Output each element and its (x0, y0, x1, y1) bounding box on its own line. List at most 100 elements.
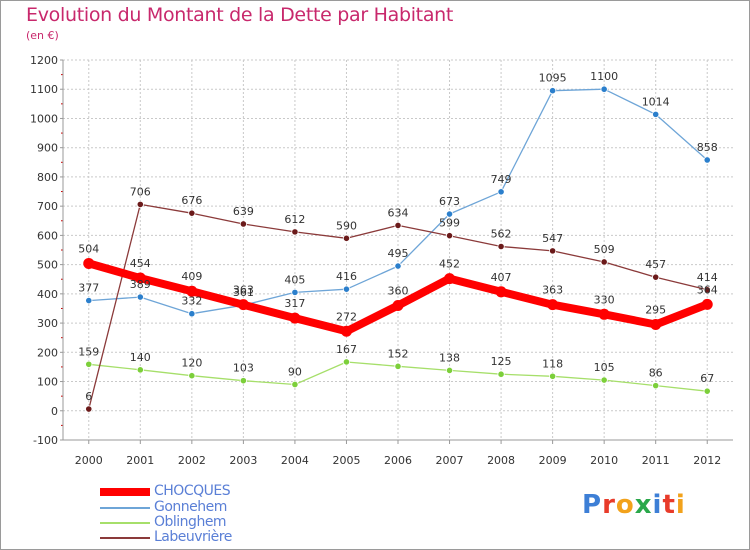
data-point (497, 370, 505, 378)
data-point (445, 232, 454, 240)
y-tick-label: 1100 (30, 83, 58, 96)
data-label: 125 (491, 355, 512, 368)
y-tick-label: 600 (37, 229, 58, 242)
data-point (136, 293, 144, 301)
axes: -100 0 100 200 300 400 500 600 700 800 900 1000 1100… (30, 54, 733, 467)
x-tick-label: 2003 (229, 454, 257, 467)
data-label: 749 (491, 173, 512, 186)
x-tick-label: 2004 (281, 454, 309, 467)
data-point (237, 299, 249, 311)
data-label: 377 (78, 282, 99, 295)
data-label: 6 (85, 390, 92, 403)
data-label: 364 (697, 283, 718, 296)
data-point (495, 286, 507, 298)
x-tick-label: 2009 (539, 454, 567, 467)
data-label: 414 (697, 271, 718, 284)
data-point (703, 387, 711, 395)
y-tick-label: 500 (37, 259, 58, 272)
data-label: 590 (336, 219, 357, 232)
legend-swatch-gonnehem (100, 507, 150, 509)
data-label: 639 (233, 205, 254, 218)
data-label: 416 (336, 270, 357, 283)
data-point (134, 272, 146, 284)
legend-swatch-oblinghem (100, 522, 150, 524)
y-tick-label: 0 (51, 405, 58, 418)
data-point (342, 285, 351, 293)
data-point (549, 247, 557, 255)
data-point (549, 372, 557, 380)
data-label: 634 (388, 206, 409, 219)
data-label: 167 (336, 343, 357, 356)
data-label: 409 (181, 270, 202, 283)
data-point (188, 372, 196, 380)
legend-swatch-chocques (100, 488, 150, 496)
y-tick-label: 1200 (30, 54, 58, 67)
data-point (497, 242, 505, 251)
data-label: 1095 (539, 72, 567, 85)
chart-title: Evolution du Montant de la Dette par Hab… (26, 4, 454, 26)
data-label: 317 (284, 297, 305, 310)
data-point (291, 288, 299, 296)
x-tick-label: 2000 (75, 454, 103, 467)
legend-label-chocques: CHOCQUES (154, 483, 231, 499)
data-point (188, 310, 196, 318)
data-label: 389 (130, 278, 151, 291)
data-label: 452 (439, 258, 460, 271)
data-label: 547 (542, 232, 563, 245)
data-label: 332 (181, 295, 202, 308)
data-point (703, 156, 711, 164)
y-tick-label: 400 (37, 288, 58, 301)
x-tick-label: 2002 (178, 454, 206, 467)
data-point (291, 228, 299, 236)
y-tick-label: 300 (37, 317, 58, 330)
data-label: 454 (130, 257, 151, 270)
chart-unit: (en €) (26, 29, 59, 42)
data-label: 67 (700, 372, 714, 385)
data-point (652, 382, 660, 390)
x-tick-label: 2011 (642, 454, 670, 467)
data-point (652, 110, 660, 118)
data-label: 118 (542, 357, 563, 370)
data-point (394, 262, 402, 270)
data-label: 1100 (590, 70, 618, 83)
x-tick-label: 2007 (436, 454, 464, 467)
data-point (598, 308, 610, 320)
data-label: 1014 (642, 95, 670, 108)
legend-swatch-labeuvriere (100, 537, 150, 539)
data-label: 495 (388, 247, 409, 260)
legend-item-labeuvriere: Labeuvrière (100, 529, 320, 546)
legend-item-gonnehem: Gonnehem (100, 499, 320, 516)
x-tick-label: 2005 (332, 454, 360, 467)
legend-label-oblinghem: Oblinghem (154, 514, 227, 530)
data-label: 562 (491, 227, 512, 240)
x-tick-label: 2012 (693, 454, 721, 467)
legend-item-oblinghem: Oblinghem (100, 514, 320, 531)
data-label: 138 (439, 351, 460, 364)
x-tick-label: 2001 (126, 454, 154, 467)
data-label: 407 (491, 271, 512, 284)
x-tick-label: 2010 (590, 454, 618, 467)
y-tick-label: 200 (37, 346, 58, 359)
data-labels: 159 140 120 103 90 167 152 138 125 118 105 86 67 377 3… (78, 70, 717, 403)
data-point (701, 298, 713, 310)
data-point (85, 405, 93, 413)
data-label: 612 (284, 213, 305, 226)
data-point (650, 319, 662, 331)
proxiti-logo: Proxiti (582, 490, 686, 520)
data-point (186, 285, 198, 297)
data-label: 272 (336, 310, 357, 323)
data-label: 86 (649, 367, 663, 380)
data-label: 103 (233, 362, 254, 375)
data-point (600, 376, 608, 384)
data-point (445, 366, 454, 375)
data-point (394, 362, 402, 370)
data-point (83, 257, 95, 269)
data-point (340, 325, 352, 337)
data-point (239, 377, 247, 385)
data-point (547, 299, 559, 311)
data-label: 457 (645, 258, 666, 271)
data-label: 504 (78, 242, 99, 255)
data-point (392, 300, 404, 312)
data-label: 90 (288, 365, 302, 378)
